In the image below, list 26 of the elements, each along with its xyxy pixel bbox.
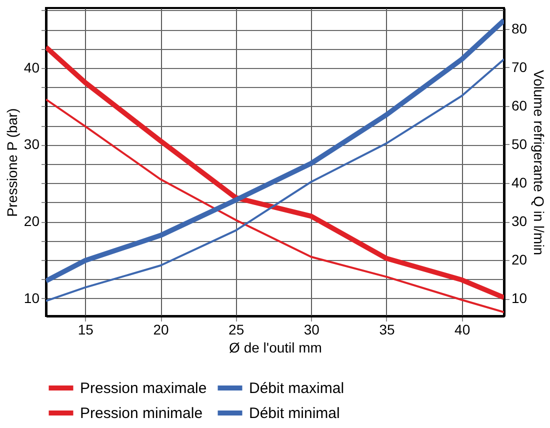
y2-tick-label: 40 <box>512 174 528 191</box>
y2-tick-label: 50 <box>512 136 528 152</box>
x-tick-label: 15 <box>78 322 94 338</box>
y2-tick-label: 20 <box>512 252 528 268</box>
y-axis-title: Pressione P (bar) <box>4 108 20 217</box>
y-tick-label: 40 <box>24 59 40 76</box>
y2-tick-label: 30 <box>512 213 528 230</box>
x-tick-label: 30 <box>304 322 320 338</box>
x-tick-label: 20 <box>153 322 169 338</box>
y-tick-label: 10 <box>24 290 40 306</box>
line-series <box>46 98 504 314</box>
y2-tick-label: 60 <box>512 97 528 114</box>
y-tick-label: 20 <box>24 213 40 230</box>
legend-label: Pression minimale <box>80 405 203 422</box>
y2-tick-label: 70 <box>512 58 528 75</box>
y2-tick-label: 10 <box>512 290 528 306</box>
y2-tick-label: 80 <box>512 20 528 36</box>
y-tick-label: 30 <box>24 136 40 152</box>
y2-axis-title: Volume refrigerante Q in l/min <box>531 70 548 256</box>
legend-label: Débit maximal <box>249 380 344 397</box>
x-tick-label: 35 <box>379 322 395 338</box>
legend-label: Débit minimal <box>249 405 340 422</box>
x-axis-title: Ø de l'outil mm <box>229 340 322 356</box>
legend-label: Pression maximale <box>80 380 207 397</box>
x-tick-label: 25 <box>228 322 244 338</box>
x-tick-label: 40 <box>454 322 470 338</box>
